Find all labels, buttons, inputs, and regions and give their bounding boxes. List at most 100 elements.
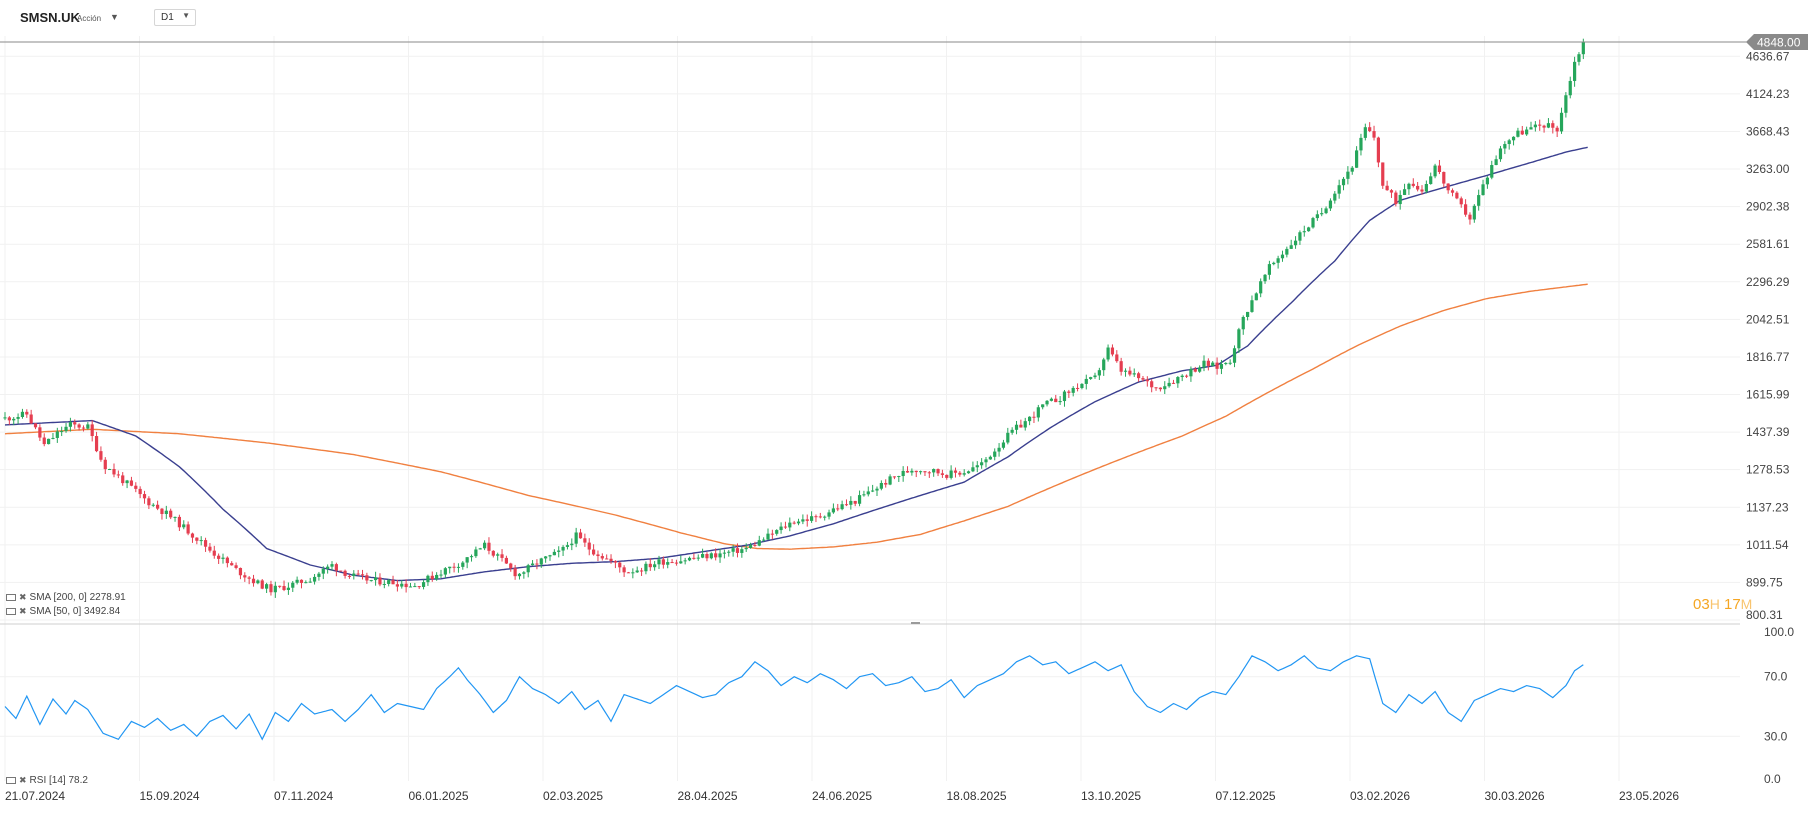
candle bbox=[3, 412, 7, 421]
candle bbox=[1045, 399, 1049, 407]
countdown-minutes-unit: M bbox=[1740, 596, 1753, 612]
price-tick-label: 4124.23 bbox=[1746, 87, 1790, 101]
candle bbox=[1206, 358, 1210, 371]
candle bbox=[326, 564, 330, 574]
candle bbox=[312, 574, 317, 585]
sma200-line bbox=[4, 283, 1588, 550]
rsi-axis[interactable]: 100.0 70.0 30.0 0.0 bbox=[1764, 625, 1794, 786]
candle bbox=[879, 480, 883, 491]
indicator-settings-icon[interactable] bbox=[6, 776, 16, 784]
candle bbox=[1420, 185, 1424, 195]
candle bbox=[1084, 374, 1088, 390]
timeframe-select[interactable]: D1 ▼ bbox=[154, 9, 196, 26]
candle bbox=[430, 571, 434, 582]
remove-indicator-close-icon[interactable]: ✖ bbox=[19, 775, 27, 785]
candle bbox=[269, 580, 273, 596]
candle bbox=[1006, 427, 1010, 445]
price-tick-label: 3263.00 bbox=[1746, 162, 1790, 176]
symbol-dropdown-chevron-icon[interactable]: ▼ bbox=[110, 12, 119, 22]
price-axis[interactable]: 4636.67 4124.23 3668.43 3263.00 2902.38 2581.… bbox=[1746, 49, 1790, 622]
price-tick-label: 2902.38 bbox=[1746, 200, 1790, 214]
candle bbox=[539, 557, 543, 568]
pane-resize-handle[interactable] bbox=[911, 622, 920, 624]
candle bbox=[1355, 146, 1359, 168]
candle bbox=[1246, 311, 1250, 321]
symbol-label[interactable]: SMSN.UK bbox=[20, 10, 80, 25]
date-axis[interactable]: 21.07.2024 15.09.2024 07.11.2024 06.01.2025… bbox=[5, 789, 1679, 803]
remove-indicator-close-icon[interactable]: ✖ bbox=[19, 606, 27, 616]
candle bbox=[1028, 416, 1032, 426]
candle bbox=[1272, 261, 1276, 266]
candle bbox=[570, 538, 574, 551]
candle bbox=[814, 514, 818, 523]
candle bbox=[1315, 210, 1319, 221]
candle bbox=[823, 515, 827, 521]
candle bbox=[783, 521, 788, 529]
candle bbox=[596, 550, 600, 562]
candle bbox=[1293, 236, 1298, 249]
price-tick-label: 3668.43 bbox=[1746, 124, 1790, 138]
candle bbox=[1158, 387, 1162, 392]
chart-toolbar: SMSN.UK Acción ▼ D1 ▼ bbox=[0, 0, 1818, 36]
price-tick-label: 1137.23 bbox=[1746, 500, 1789, 514]
candle bbox=[29, 409, 33, 425]
candle bbox=[173, 516, 177, 522]
candle bbox=[892, 476, 897, 480]
candle bbox=[247, 576, 251, 585]
price-tick-label: 1816.77 bbox=[1746, 350, 1790, 364]
candle bbox=[465, 557, 469, 569]
candle bbox=[578, 528, 583, 539]
remove-indicator-close-icon[interactable]: ✖ bbox=[19, 592, 27, 602]
candle bbox=[378, 573, 382, 587]
candle bbox=[1359, 133, 1363, 156]
candle bbox=[1023, 417, 1027, 431]
candle bbox=[265, 582, 269, 594]
indicator-settings-icon[interactable] bbox=[6, 593, 16, 601]
candle bbox=[1215, 357, 1219, 375]
candle bbox=[1520, 125, 1524, 136]
candle bbox=[592, 544, 596, 556]
sma50-layer bbox=[4, 146, 1588, 582]
candle bbox=[1137, 371, 1141, 382]
price-tick-label: 1437.39 bbox=[1746, 425, 1790, 439]
candle bbox=[618, 561, 622, 573]
instrument-type-label: Acción bbox=[77, 14, 102, 23]
price-tick-label: 1011.54 bbox=[1746, 538, 1789, 552]
candle bbox=[871, 484, 875, 493]
candle bbox=[692, 553, 696, 560]
candle bbox=[504, 555, 508, 564]
candle bbox=[1211, 361, 1215, 367]
candle bbox=[251, 574, 256, 587]
candle bbox=[1123, 368, 1128, 377]
date-tick-label: 15.09.2024 bbox=[140, 789, 200, 803]
candle bbox=[818, 512, 822, 519]
candle bbox=[177, 514, 181, 531]
rsi-tick-label: 0.0 bbox=[1764, 772, 1781, 786]
candle bbox=[1468, 212, 1472, 225]
candle bbox=[295, 576, 299, 585]
candle bbox=[347, 574, 352, 579]
candle bbox=[932, 468, 936, 477]
candle bbox=[1232, 345, 1237, 368]
candle bbox=[810, 511, 814, 523]
candle bbox=[1389, 189, 1394, 198]
candle bbox=[1032, 411, 1036, 423]
candle bbox=[696, 554, 700, 561]
candle bbox=[687, 556, 692, 562]
candle bbox=[1372, 125, 1376, 141]
candle bbox=[1577, 52, 1581, 66]
candle bbox=[1376, 136, 1380, 168]
candle bbox=[1551, 120, 1555, 134]
candle bbox=[1106, 344, 1110, 362]
candle bbox=[831, 503, 835, 514]
candle bbox=[653, 561, 657, 571]
candle bbox=[1490, 160, 1494, 180]
candle bbox=[988, 455, 992, 460]
price-tick-label: 2296.29 bbox=[1746, 275, 1790, 289]
indicator-settings-icon[interactable] bbox=[6, 607, 16, 615]
candle bbox=[1141, 375, 1145, 382]
candle bbox=[714, 548, 718, 561]
candle bbox=[770, 529, 774, 540]
candle bbox=[1014, 420, 1019, 435]
